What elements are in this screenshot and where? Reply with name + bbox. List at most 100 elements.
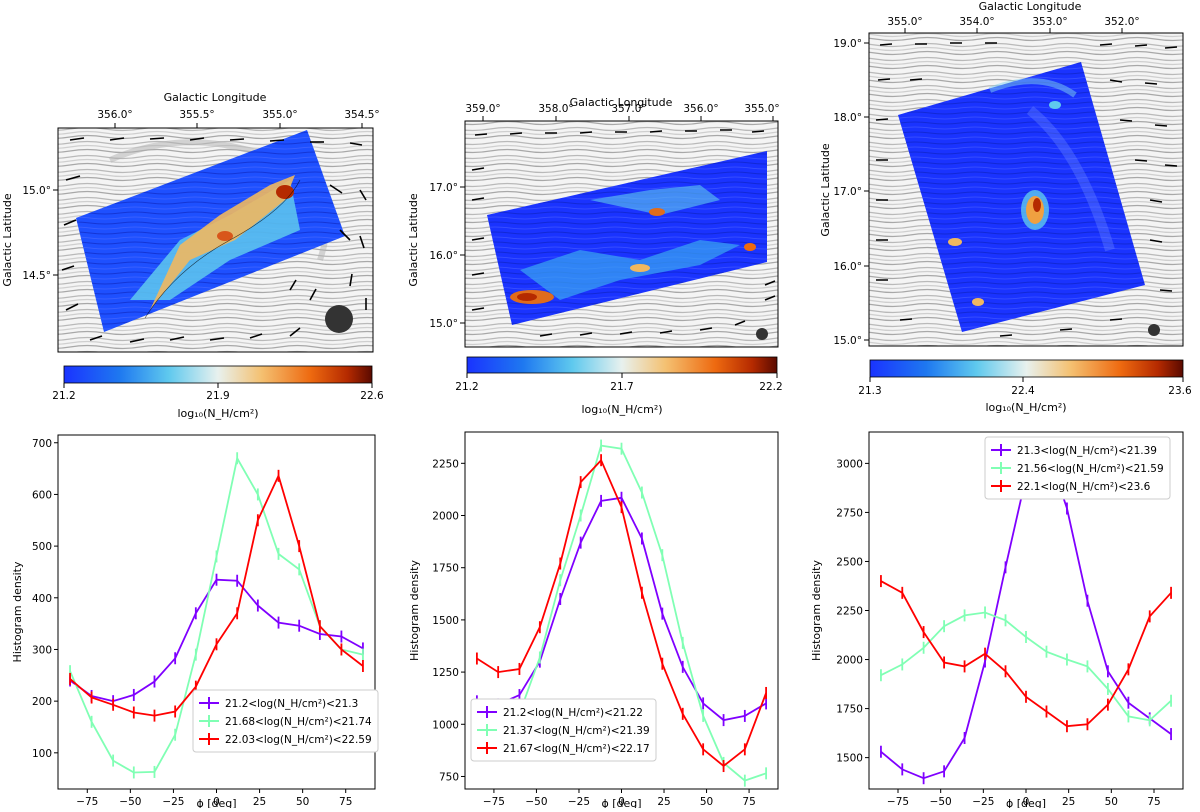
y-tick-label: 2750 (836, 507, 863, 519)
y-tick-label: 500 (32, 541, 52, 553)
map1-colorbar: 21.2 21.9 22.6 log₁₀(N_H/cm²) (52, 365, 384, 420)
y-tick-label: 1750 (432, 563, 459, 575)
x-tick-label: −25 (568, 796, 590, 808)
y-tick-label: 1250 (432, 667, 459, 679)
x-tick-label: 0 (1023, 796, 1030, 808)
map3-ytick: 15.0° (833, 335, 862, 347)
map2-x-ticks: 359.0° 358.0° 357.0° 356.0° 355.0° (465, 103, 780, 121)
legend-box (192, 689, 379, 753)
map2-image (465, 121, 778, 347)
x-tick-label: −75 (483, 796, 505, 808)
map2-xtick: 357.0° (611, 103, 646, 115)
map3-cbar-tick: 22.4 (1011, 385, 1035, 397)
legend-entry: 21.2<log(N_H/cm²)<21.3 (225, 698, 358, 710)
map3-y-ticks: 19.0° 18.0° 17.0° 16.0° 15.0° (833, 38, 869, 347)
map1-pol-vectors (61, 137, 367, 343)
map2-xlabel: Galactic Longitude (570, 96, 673, 109)
legend-entry: 21.67<log(N_H/cm²)<22.17 (503, 743, 650, 755)
map3-image (869, 33, 1183, 346)
map-panel-2: Galactic Longitude 359.0° 358.0° 357.0° … (407, 96, 783, 416)
legend-box (984, 436, 1171, 500)
map1-xtick: 355.0° (262, 109, 297, 121)
x-tick-label: 25 (253, 796, 266, 808)
x-tick-label: −75 (76, 796, 98, 808)
x-tick-label: 50 (700, 796, 713, 808)
x-axis-label: ϕ [deg] (1006, 797, 1046, 808)
map2-cbar-tick: 22.2 (759, 381, 782, 393)
map2-pol-vectors (471, 129, 776, 337)
legend-entry: 21.2<log(N_H/cm²)<21.22 (503, 707, 643, 719)
x-tick-label: 25 (1062, 796, 1075, 808)
map1-ytick: 14.5° (22, 270, 51, 282)
x-tick-label: −25 (972, 796, 994, 808)
x-tick-label: −50 (930, 796, 952, 808)
y-tick-label: 200 (32, 696, 52, 708)
histogram-chart-3: −75 −50 −25 0 25 50 75 1500 1750 2000 2250 2500 2750… (810, 431, 1184, 810)
map2-ytick: 16.0° (429, 250, 458, 262)
x-axis-label: ϕ [deg] (601, 797, 641, 808)
map1-ytick: 15.0° (22, 185, 51, 197)
legend-entry: 21.3<log(N_H/cm²)<21.39 (1017, 445, 1157, 457)
map2-ytick: 15.0° (429, 318, 458, 330)
map3-x-ticks: 355.0° 354.0° 353.0° 352.0° (887, 16, 1140, 33)
map-panel-1: Galactic Longitude 356.0° 355.5° 355.0° … (1, 91, 384, 420)
map1-cbar-tick: 21.9 (206, 390, 229, 402)
y-tick-label: 2000 (836, 655, 863, 667)
legend-entry: 21.56<log(N_H/cm²)<21.59 (1017, 463, 1164, 475)
y-tick-label: 2500 (836, 556, 863, 568)
y-tick-label: 1000 (432, 719, 459, 731)
y-tick-label: 700 (32, 438, 52, 450)
map3-xtick: 353.0° (1032, 16, 1067, 28)
map1-ylabel: Galactic Latitude (1, 193, 14, 287)
x-tick-label: 75 (1147, 796, 1160, 808)
map-panel-3: Galactic Longitude 355.0° 354.0° 353.0° … (819, 0, 1192, 414)
y-tick-label: 400 (32, 593, 52, 605)
x-tick-label: 75 (742, 796, 755, 808)
map1-cbar-tick: 21.2 (52, 390, 75, 402)
map1-y-ticks: 15.0° 14.5° (22, 185, 58, 282)
map1-xlabel: Galactic Longitude (164, 91, 267, 104)
map2-xtick: 356.0° (683, 103, 718, 115)
map1-cbar-tick: 22.6 (360, 390, 384, 402)
x-tick-label: 50 (296, 796, 309, 808)
legend-entry: 22.03<log(N_H/cm²)<22.59 (225, 734, 372, 746)
map3-xtick: 354.0° (959, 16, 994, 28)
y-axis-label: Histogram density (408, 560, 421, 661)
map3-cbar-label: log₁₀(N_H/cm²) (985, 401, 1066, 414)
y-tick-label: 3000 (836, 458, 863, 470)
histogram-chart-2: −75 −50 −25 0 25 50 75 750 1000 1250 1500 1750 2000 2… (408, 431, 779, 810)
map3-ytick: 16.0° (833, 261, 862, 273)
y-tick-label: 750 (439, 771, 459, 783)
map3-ytick: 18.0° (833, 112, 862, 124)
y-tick-label: 600 (32, 489, 52, 501)
x-tick-label: 50 (1105, 796, 1118, 808)
x-tick-label: 0 (618, 796, 625, 808)
map3-cbar-tick: 23.6 (1168, 385, 1192, 397)
x-tick-label: 0 (213, 796, 220, 808)
map3-ytick: 17.0° (833, 186, 862, 198)
map2-colorbar: 21.2 21.7 22.2 log₁₀(N_H/cm²) (455, 356, 783, 416)
legend-box (470, 698, 657, 762)
x-tick-label: −25 (162, 796, 184, 808)
map1-xtick: 356.0° (97, 109, 132, 121)
map2-ytick: 17.0° (429, 182, 458, 194)
histogram-chart-1: −75 −50 −25 0 25 50 75 100 200 300 400 500 600 700 ϕ [… (11, 434, 379, 810)
map3-xlabel: Galactic Longitude (979, 0, 1082, 13)
map3-xtick: 352.0° (1104, 16, 1139, 28)
map3-cbar-tick: 21.3 (858, 385, 881, 397)
map2-cbar-label: log₁₀(N_H/cm²) (581, 403, 662, 416)
map2-xtick: 359.0° (465, 103, 500, 115)
y-tick-label: 300 (32, 644, 52, 656)
legend-entry: 21.37<log(N_H/cm²)<21.39 (503, 725, 650, 737)
legend-entry: 22.1<log(N_H/cm²)<23.6 (1017, 481, 1151, 493)
map3-colorbar: 21.3 22.4 23.6 log₁₀(N_H/cm²) (858, 359, 1192, 414)
map1-x-ticks: 356.0° 355.5° 355.0° 354.5° (97, 109, 380, 128)
x-tick-label: 75 (339, 796, 352, 808)
x-tick-label: −50 (119, 796, 141, 808)
map2-ylabel: Galactic Latitude (407, 193, 420, 287)
map3-ytick: 19.0° (833, 38, 862, 50)
map3-ylabel: Galactic Latitude (819, 143, 832, 237)
map2-cbar-tick: 21.7 (610, 381, 633, 393)
map1-cbar-label: log₁₀(N_H/cm²) (177, 407, 258, 420)
